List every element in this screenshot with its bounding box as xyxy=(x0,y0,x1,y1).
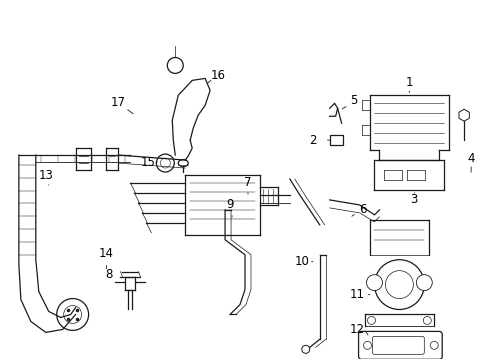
Text: 13: 13 xyxy=(38,168,53,181)
Text: 15: 15 xyxy=(141,156,156,168)
Bar xyxy=(329,135,342,145)
Text: 1: 1 xyxy=(405,76,412,89)
Text: 8: 8 xyxy=(104,268,112,281)
Circle shape xyxy=(429,341,437,349)
Text: 17: 17 xyxy=(111,96,126,109)
Text: 7: 7 xyxy=(244,176,251,189)
Text: 5: 5 xyxy=(349,94,357,107)
Text: 10: 10 xyxy=(294,255,308,268)
Circle shape xyxy=(167,58,183,73)
Circle shape xyxy=(367,316,375,324)
Circle shape xyxy=(57,298,88,330)
Text: 12: 12 xyxy=(349,323,365,336)
Text: 4: 4 xyxy=(467,152,474,165)
Ellipse shape xyxy=(178,159,188,167)
Circle shape xyxy=(366,275,382,291)
Circle shape xyxy=(385,271,412,298)
Text: 6: 6 xyxy=(358,203,366,216)
Circle shape xyxy=(160,158,170,168)
Text: 3: 3 xyxy=(410,193,417,206)
Circle shape xyxy=(363,341,371,349)
Circle shape xyxy=(374,260,424,310)
Circle shape xyxy=(301,345,309,353)
Circle shape xyxy=(156,154,174,172)
Text: 11: 11 xyxy=(349,288,365,301)
Text: 16: 16 xyxy=(210,69,225,82)
Circle shape xyxy=(423,316,430,324)
Text: 2: 2 xyxy=(308,134,316,147)
Text: 14: 14 xyxy=(99,247,114,260)
FancyBboxPatch shape xyxy=(372,336,424,354)
Circle shape xyxy=(415,275,431,291)
Circle shape xyxy=(63,306,81,323)
FancyBboxPatch shape xyxy=(358,332,441,359)
Text: 9: 9 xyxy=(226,198,233,211)
